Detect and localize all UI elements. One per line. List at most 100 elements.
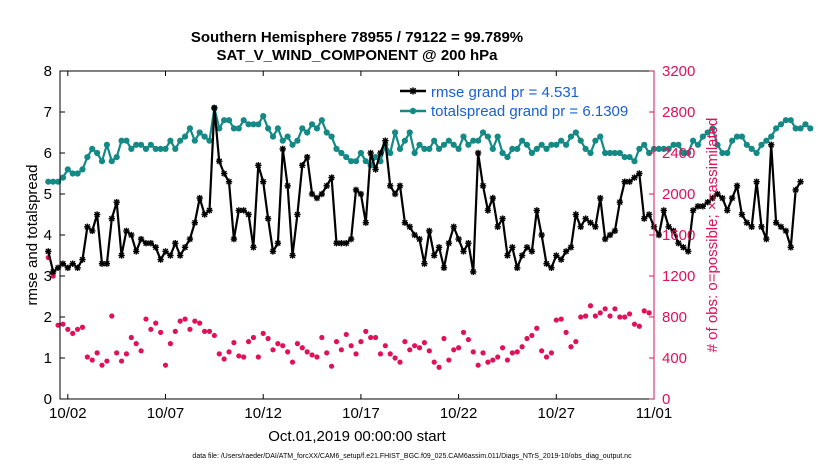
rmse-point: [641, 215, 648, 222]
obs-possible-point: [475, 362, 481, 368]
totalspread-point: [455, 145, 462, 152]
obs-possible-point: [74, 326, 81, 332]
totalspread-point: [235, 125, 242, 132]
obs-possible-point: [626, 311, 633, 317]
rmse-point: [391, 190, 399, 198]
totalspread-point: [479, 129, 487, 136]
obs-possible-point: [646, 310, 652, 316]
y-axis-label-left: rmse and totalspread: [24, 165, 41, 306]
obs-possible-point: [221, 356, 227, 362]
totalspread-point: [768, 133, 775, 140]
totalspread-point: [108, 158, 115, 165]
totalspread-point: [50, 178, 57, 185]
totalspread-point: [738, 133, 746, 140]
rmse-point: [294, 211, 301, 218]
totalspread-point: [636, 145, 643, 152]
obs-possible-point: [216, 351, 222, 357]
obs-possible-point: [568, 344, 574, 350]
obs-possible-point: [509, 350, 515, 356]
y-right-tick-label: 2400: [662, 145, 695, 162]
totalspread-point: [103, 141, 110, 148]
totalspread-point: [289, 141, 296, 148]
rmse-point: [782, 227, 790, 235]
totalspread-point: [807, 125, 814, 132]
totalspread-point: [582, 145, 589, 152]
rmse-point: [465, 240, 472, 247]
obs-possible-point: [236, 353, 242, 359]
rmse-point: [313, 194, 321, 202]
y-right-tick-label: 3200: [662, 63, 695, 80]
totalspread-point: [660, 145, 667, 152]
rmse-point: [460, 248, 467, 255]
totalspread-point: [773, 125, 780, 132]
x-tick-label: 10/02: [49, 405, 87, 422]
obs-possible-point: [118, 358, 125, 364]
rmse-point: [787, 244, 794, 251]
totalspread-point: [758, 141, 765, 148]
obs-possible-point: [319, 334, 325, 341]
rmse-point: [396, 182, 404, 189]
totalspread-point: [69, 170, 76, 177]
obs-possible-point: [275, 341, 281, 347]
totalspread-point: [230, 125, 238, 132]
obs-possible-point: [206, 328, 213, 334]
rmse-point: [792, 186, 799, 194]
rmse-point: [303, 153, 311, 161]
totalspread-point: [240, 117, 247, 124]
totalspread-point: [279, 137, 286, 144]
obs-possible-point: [431, 359, 437, 365]
rmse-point: [675, 240, 682, 247]
rmse-point: [489, 194, 496, 202]
rmse-point: [577, 223, 584, 230]
totalspread-point: [426, 145, 433, 152]
rmse-point: [636, 170, 643, 177]
totalspread-point: [577, 137, 584, 144]
obs-possible-point: [343, 331, 349, 338]
obs-possible-point: [631, 321, 638, 327]
obs-possible-point: [563, 329, 569, 335]
totalspread-point: [519, 137, 526, 144]
rmse-point: [201, 211, 208, 218]
totalspread-point: [543, 145, 550, 152]
totalspread-point: [255, 121, 262, 128]
rmse-point: [582, 215, 589, 222]
totalspread-point: [123, 137, 130, 144]
totalspread-point: [484, 133, 492, 140]
totalspread-point: [333, 145, 340, 152]
totalspread-point: [250, 121, 257, 128]
totalspread-point: [260, 113, 267, 120]
obs-possible-point: [299, 345, 305, 351]
obs-possible-point: [177, 318, 183, 324]
obs-possible-point: [109, 313, 115, 319]
totalspread-point: [245, 121, 252, 128]
legend: rmse grand pr = 4.531 totalspread grand …: [395, 78, 649, 122]
totalspread-point: [338, 149, 345, 157]
rmse-point: [123, 227, 130, 235]
obs-possible-point: [441, 335, 447, 342]
totalspread-point: [592, 137, 599, 144]
totalspread-point: [94, 149, 101, 157]
obs-possible-point: [392, 355, 398, 361]
rmse-point: [724, 207, 731, 214]
rmse-point: [455, 235, 462, 243]
x-tick-label: 10/07: [147, 405, 185, 422]
rmse-point: [660, 207, 667, 214]
obs-possible-point: [128, 334, 134, 341]
totalspread-point: [509, 145, 516, 152]
legend-label-totalspread: totalspread grand pr = 6.1309: [431, 103, 628, 120]
obs-possible-point: [348, 343, 354, 349]
totalspread-point: [411, 149, 418, 157]
totalspread-point: [631, 158, 638, 165]
totalspread-point: [489, 145, 496, 152]
totalspread-point: [621, 154, 628, 161]
totalspread-point: [172, 145, 179, 152]
rmse-point: [738, 211, 746, 218]
totalspread-point: [89, 145, 96, 152]
totalspread-point: [733, 133, 741, 140]
chart-title-line2: SAT_V_WIND_COMPONENT @ 200 hPa: [216, 47, 498, 64]
rmse-point: [260, 178, 267, 185]
rmse-point: [387, 182, 394, 189]
rmse-point: [777, 223, 785, 230]
obs-possible-point: [436, 364, 442, 370]
